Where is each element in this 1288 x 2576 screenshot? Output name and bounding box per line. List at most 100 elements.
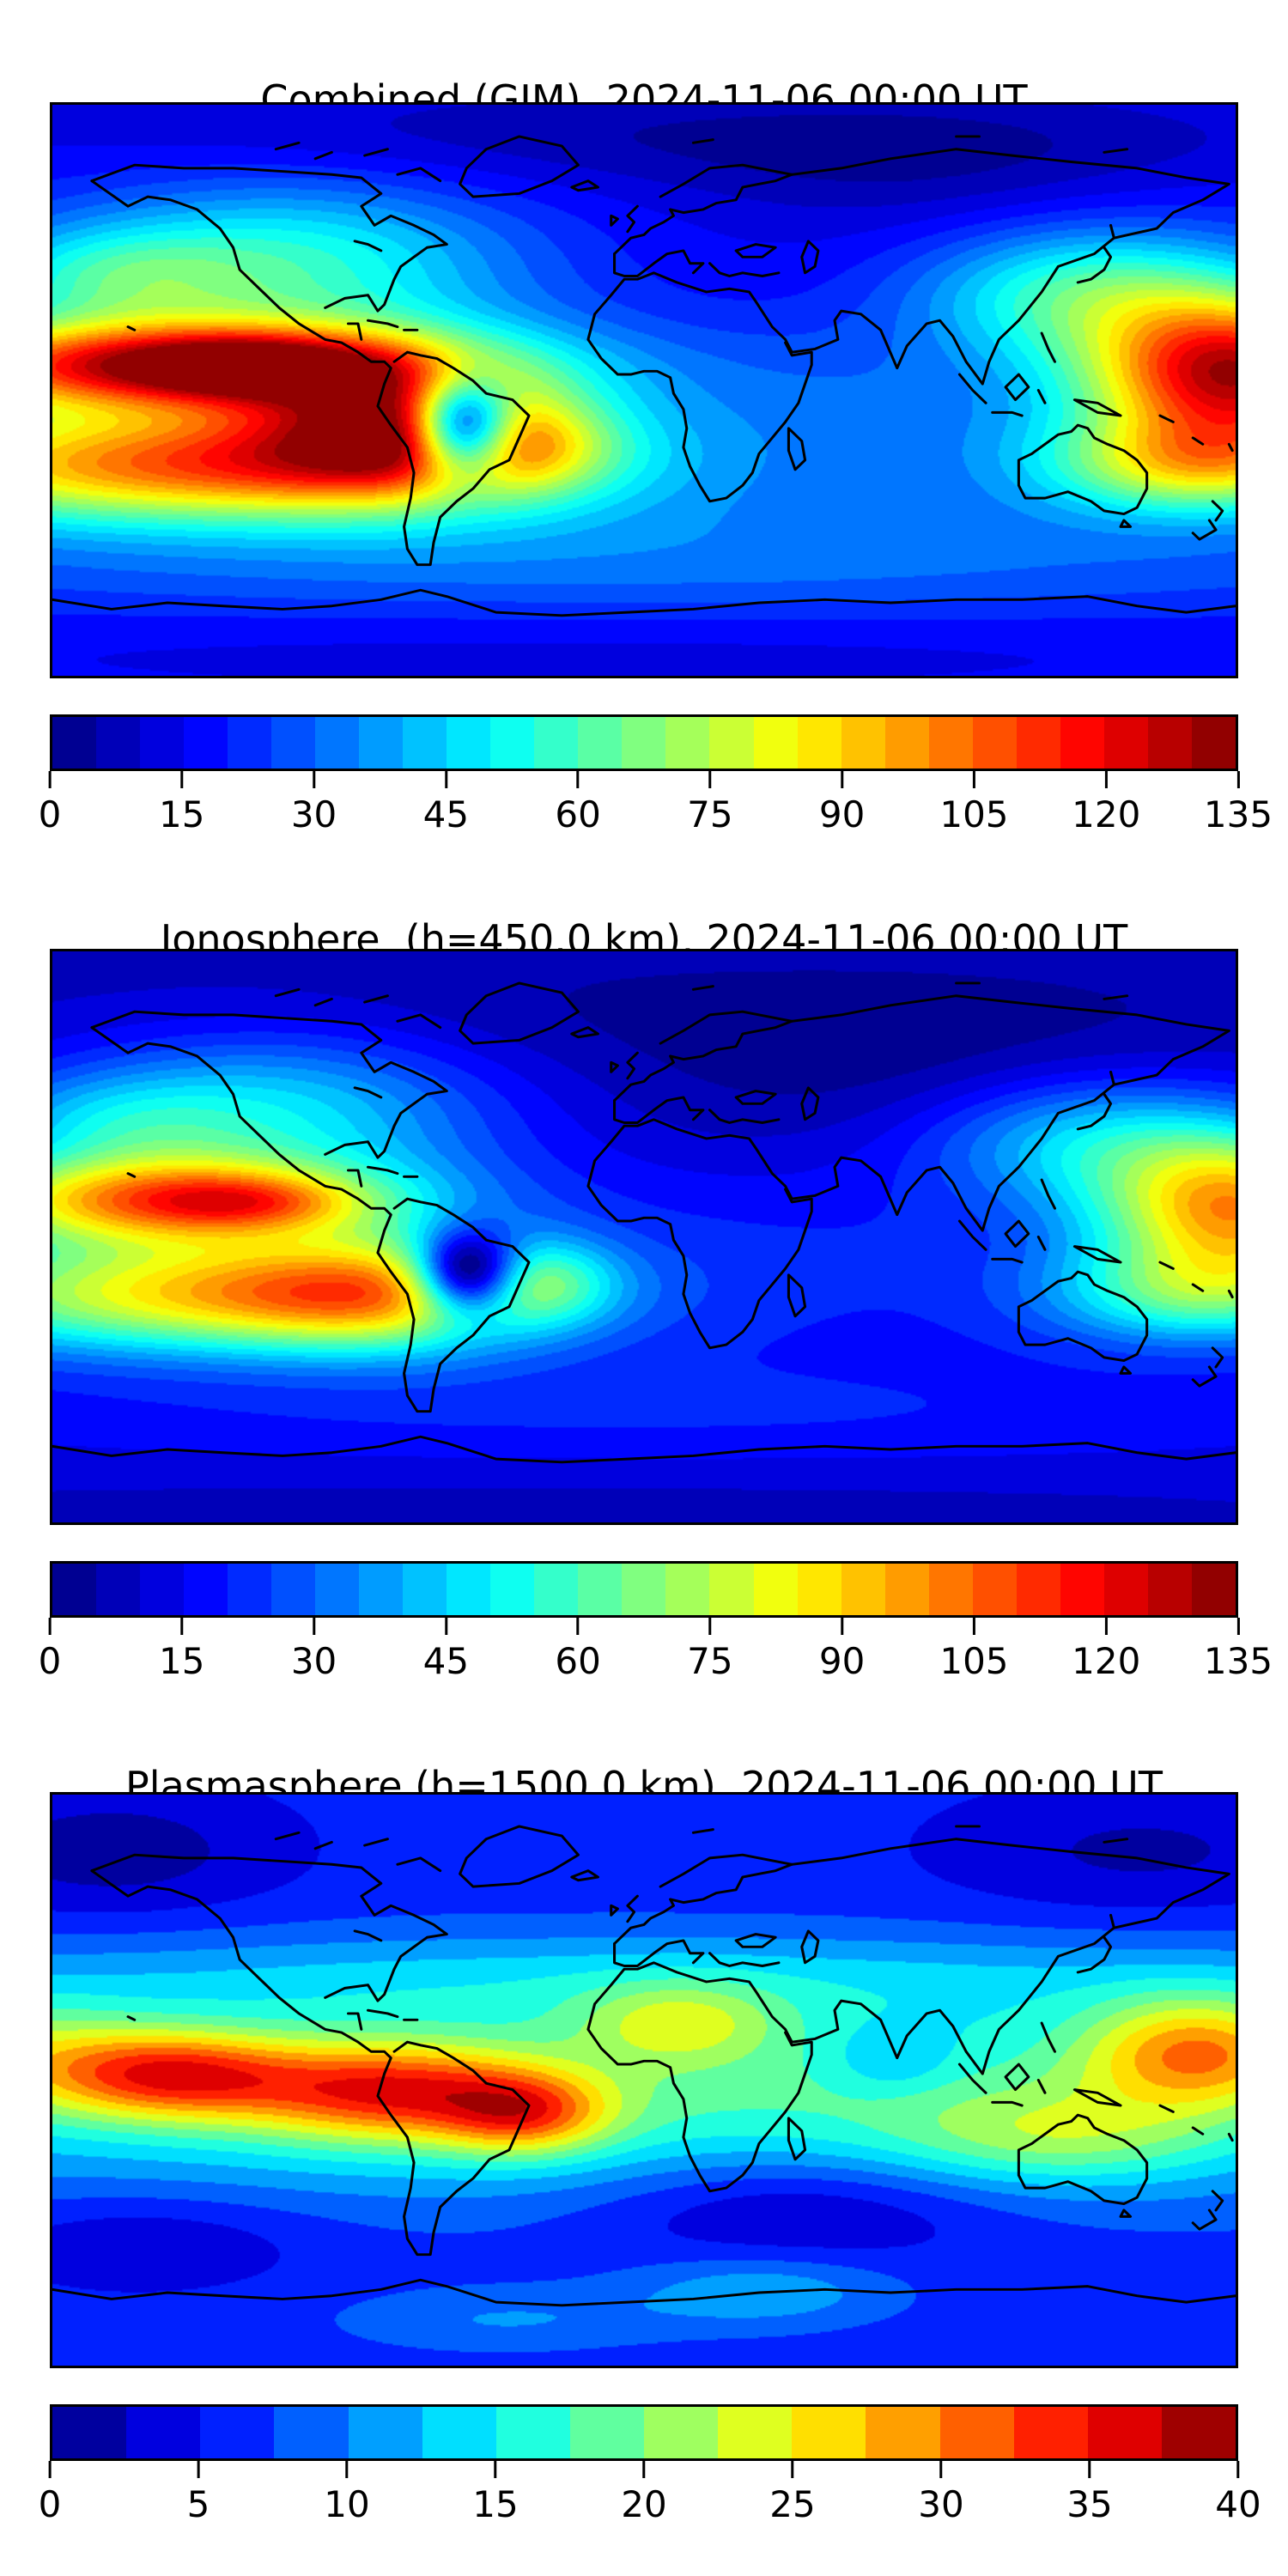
colorbar-tick: 0 <box>39 2461 61 2523</box>
tick-mark <box>708 1618 712 1635</box>
tick-label: 30 <box>918 2483 964 2525</box>
colorbar-tick: 90 <box>819 1618 865 1680</box>
colorbar-segment <box>1087 2407 1162 2458</box>
tick-label: 0 <box>38 793 62 835</box>
colorbar-ticks-plasmasphere: 0 5 10 15 20 25 30 35 40 <box>39 2461 1261 2538</box>
colorbar-segment <box>665 717 710 769</box>
colorbar-segment <box>569 2407 644 2458</box>
colorbar-segment <box>972 1564 1017 1615</box>
colorbar-segment <box>578 717 623 769</box>
tick-label: 40 <box>1215 2483 1261 2525</box>
tick-label: 15 <box>472 2483 519 2525</box>
tick-mark <box>576 1618 580 1635</box>
colorbar-tick: 40 <box>1215 2461 1261 2523</box>
tick-label: 10 <box>324 2483 370 2525</box>
tick-label: 75 <box>687 1640 733 1682</box>
colorbar-segment <box>140 1564 185 1615</box>
colorbar-segment <box>1147 1564 1192 1615</box>
colorbar-tick: 135 <box>1204 1618 1273 1680</box>
colorbar-segment <box>271 1564 316 1615</box>
colorbar-segment <box>447 717 491 769</box>
tick-label: 75 <box>687 793 733 835</box>
colorbar-segment <box>578 1564 623 1615</box>
colorbar-segment <box>709 717 754 769</box>
tick-label: 105 <box>939 793 1009 835</box>
tick-label: 45 <box>422 793 470 835</box>
tick-mark <box>841 1618 844 1635</box>
tick-mark <box>197 2461 200 2478</box>
colorbar-strip-combined <box>50 714 1238 771</box>
colorbar-tick: 30 <box>291 1618 337 1680</box>
map-ionosphere <box>50 949 1238 1525</box>
tick-label: 120 <box>1072 793 1141 835</box>
colorbar-segment <box>534 717 579 769</box>
tick-mark <box>939 2461 943 2478</box>
tick-label: 5 <box>186 2483 210 2525</box>
colorbar-segment <box>403 717 447 769</box>
tick-label: 30 <box>290 1640 337 1682</box>
colorbar-tick: 120 <box>1072 1618 1140 1680</box>
coastlines-overlay-combined <box>52 135 1236 617</box>
tick-label: 0 <box>38 1640 62 1682</box>
colorbar-segment <box>1060 717 1104 769</box>
colorbar-segment <box>52 717 97 769</box>
colorbar-segment <box>490 717 535 769</box>
tick-mark <box>180 1618 184 1635</box>
colorbar-segment <box>1191 717 1236 769</box>
colorbar-segment <box>644 2407 719 2458</box>
tick-label: 60 <box>555 793 601 835</box>
colorbar-tick: 15 <box>159 771 204 833</box>
colorbar-segment <box>718 2407 793 2458</box>
tick-mark <box>48 1618 52 1635</box>
colorbar-tick: 0 <box>38 1618 62 1682</box>
tick-mark <box>345 2461 349 2478</box>
colorbar-tick: 30 <box>918 2461 964 2525</box>
tick-label: 90 <box>818 793 866 835</box>
colorbar-segment <box>422 2407 496 2458</box>
colorbar-ionosphere: 0 15 30 45 60 75 90 105 120 135 <box>39 1561 1273 1695</box>
tick-label: 15 <box>159 1640 205 1682</box>
tick-mark <box>48 2461 52 2478</box>
colorbar-tick: 135 <box>1204 771 1273 833</box>
tick-mark <box>791 2461 794 2478</box>
colorbar-tick: 45 <box>423 1618 469 1680</box>
colorbar-segment <box>315 717 360 769</box>
colorbar-segment <box>359 717 404 769</box>
colorbar-tick: 10 <box>324 2461 370 2525</box>
colorbar-segment <box>797 717 841 769</box>
coastlines-overlay-ionosphere <box>52 981 1236 1464</box>
colorbar-segment <box>271 717 316 769</box>
colorbar-segment <box>709 1564 754 1615</box>
colorbar-segment <box>403 1564 447 1615</box>
colorbar-tick: 5 <box>187 2461 210 2523</box>
tick-mark <box>313 1618 316 1635</box>
colorbar-segment <box>841 717 885 769</box>
tick-mark <box>444 1618 447 1635</box>
tick-label: 45 <box>422 1640 470 1682</box>
colorbar-segment <box>841 1564 885 1615</box>
colorbar-segment <box>665 1564 710 1615</box>
colorbar-segment <box>1147 717 1192 769</box>
colorbar-plasmasphere: 0 5 10 15 20 25 30 35 40 <box>39 2404 1261 2538</box>
colorbar-tick: 15 <box>159 1618 204 1680</box>
colorbar-tick: 120 <box>1072 771 1140 833</box>
colorbar-segment <box>359 1564 404 1615</box>
tick-mark <box>708 771 712 788</box>
colorbar-segment <box>274 2407 349 2458</box>
colorbar-tick: 90 <box>819 771 865 833</box>
tick-mark <box>642 2461 646 2478</box>
colorbar-segment <box>228 1564 272 1615</box>
colorbar-segment <box>1103 1564 1148 1615</box>
colorbar-combined: 0 15 30 45 60 75 90 105 120 135 <box>39 714 1273 848</box>
tick-mark <box>494 2461 497 2478</box>
colorbar-segment <box>184 1564 228 1615</box>
tick-label: 90 <box>818 1640 866 1682</box>
colorbar-segment <box>228 717 272 769</box>
colorbar-tick: 0 <box>38 771 62 835</box>
colorbar-segment <box>1060 1564 1104 1615</box>
colorbar-segment <box>1016 1564 1060 1615</box>
tick-mark <box>972 771 975 788</box>
tick-label: 20 <box>621 2483 667 2525</box>
tick-mark <box>576 771 580 788</box>
